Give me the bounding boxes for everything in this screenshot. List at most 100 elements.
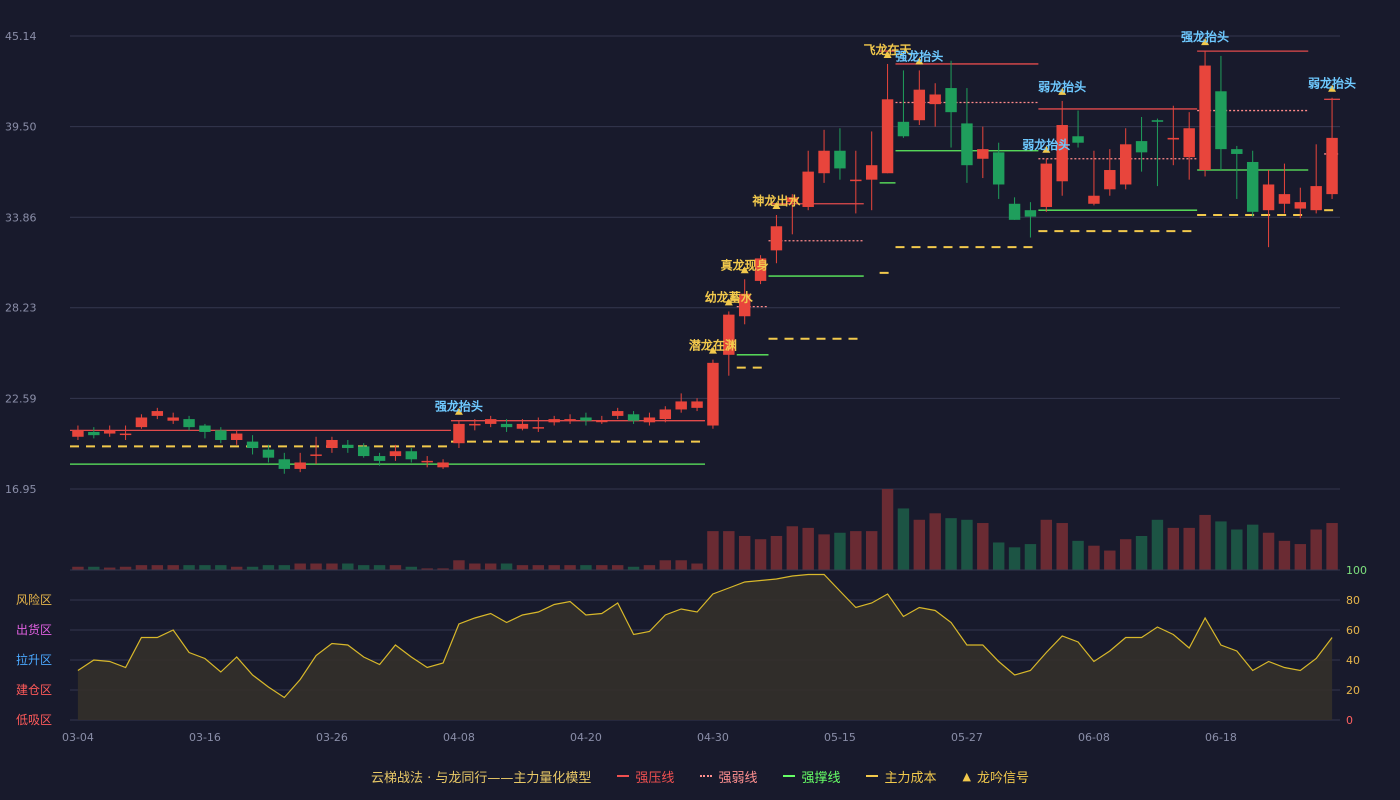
volume-bar: [230, 566, 243, 570]
volume-bar: [103, 567, 116, 570]
x-tick-label: 03-26: [316, 731, 348, 744]
signal-label: 幼龙蓄水: [705, 289, 754, 304]
zone-label: 低吸区: [16, 713, 52, 727]
candle-body: [294, 462, 306, 469]
zone-label: 建仓区: [16, 683, 52, 697]
volume-bar: [1231, 529, 1243, 570]
signal-label: 潜龙在渊: [689, 338, 737, 353]
candle-body: [72, 430, 84, 437]
candle-body: [437, 462, 449, 468]
candle-body: [1151, 120, 1164, 122]
signal-label: 弱龙抬头: [1308, 76, 1356, 91]
candle-body: [961, 123, 973, 166]
candle-body: [675, 401, 687, 410]
candle-body: [103, 430, 116, 434]
volume-bar: [945, 518, 957, 570]
volume-bar: [437, 568, 449, 570]
volume-bar: [1183, 527, 1195, 570]
osc-tick-label: 0: [1346, 714, 1353, 727]
candle-body: [1310, 186, 1322, 211]
x-tick-label: 05-27: [951, 731, 983, 744]
candle-body: [627, 414, 640, 421]
volume-bar: [770, 535, 783, 570]
chart-legend: 云梯战法 · 与龙同行——主力量化模型 强压线 强弱线 强撑线 主力成本 ▲ 龙…: [0, 764, 1400, 788]
volume-bar: [326, 563, 338, 570]
signal-triangle: [1042, 145, 1051, 153]
candle-body: [1215, 91, 1227, 150]
signal-label: 强龙抬头: [435, 399, 483, 414]
candle-body: [1231, 149, 1243, 154]
legend-swatch-solid-green: [783, 775, 796, 777]
legend-item-strong-pressure: 强压线: [617, 767, 674, 786]
triangle-icon: ▲: [962, 769, 971, 783]
volume-bar: [707, 531, 719, 570]
x-tick-label: 06-08: [1078, 731, 1110, 744]
legend-swatch-solid-red: [617, 775, 630, 777]
candle-body: [262, 449, 275, 458]
candle-body: [484, 419, 497, 424]
volume-bar: [135, 565, 148, 570]
osc-tick-label: 60: [1346, 624, 1360, 637]
volume-bar: [215, 565, 227, 570]
candle-body: [929, 94, 941, 105]
legend-label: 主力成本: [884, 770, 937, 786]
candle-body: [1008, 203, 1021, 220]
osc-tick-label: 100: [1346, 564, 1367, 577]
legend-swatch-dotted-pink: [700, 775, 713, 777]
volume-bar: [929, 513, 941, 570]
volume-bar: [564, 565, 576, 570]
signal-triangle: [883, 50, 892, 58]
candle-body: [802, 171, 814, 207]
volume-bar: [1135, 535, 1148, 570]
volume-bar: [72, 566, 84, 570]
osc-tick-label: 40: [1346, 654, 1360, 667]
candle-body: [342, 444, 354, 449]
zone-label: 出货区: [16, 622, 52, 637]
candle-body: [469, 423, 481, 426]
volume-bar: [246, 566, 259, 570]
candle-body: [500, 423, 513, 428]
volume-bar: [453, 560, 465, 570]
candle-body: [596, 420, 608, 423]
volume-bar: [119, 566, 132, 570]
volume-bar: [627, 566, 640, 570]
candle-body: [135, 417, 148, 428]
candle-body: [643, 417, 656, 423]
candle-body: [1135, 141, 1148, 153]
x-tick-label: 03-16: [189, 731, 221, 744]
candle-body: [992, 152, 1005, 185]
candle-body: [246, 441, 259, 449]
signal-triangle: [1328, 84, 1337, 92]
candle-body: [1183, 128, 1195, 158]
candle-body: [1040, 163, 1053, 207]
volume-bar: [881, 489, 894, 570]
candle-body: [1246, 161, 1259, 212]
signal-label: 强龙抬头: [1181, 29, 1229, 44]
volume-bar: [643, 565, 656, 570]
volume-bar: [738, 535, 751, 570]
candle-body: [754, 258, 767, 281]
legend-item-strong-weak: 强弱线: [700, 767, 757, 786]
volume-bar: [977, 523, 989, 570]
signal-triangle: [708, 346, 717, 354]
candle-body: [1072, 136, 1084, 143]
candle-body: [151, 411, 164, 416]
candle-body: [881, 99, 894, 174]
x-tick-label: 05-15: [824, 731, 856, 744]
signal-triangle: [740, 266, 749, 274]
volume-bar: [850, 531, 862, 570]
candle-body: [357, 446, 370, 457]
volume-bar: [373, 565, 386, 570]
legend-title: 云梯战法 · 与龙同行——主力量化模型: [371, 770, 592, 786]
volume-bar: [532, 565, 545, 570]
candle-body: [88, 431, 100, 436]
price-tick-label: 39.50: [5, 121, 37, 134]
volume-bar: [310, 563, 322, 570]
volume-bar: [897, 508, 910, 570]
candle-body: [1056, 125, 1068, 182]
volume-bar: [199, 565, 211, 570]
signal-label: 弱龙抬头: [1038, 79, 1086, 94]
volume-bar: [1167, 527, 1180, 570]
x-tick-label: 04-30: [697, 731, 729, 744]
volume-bar: [484, 563, 497, 570]
